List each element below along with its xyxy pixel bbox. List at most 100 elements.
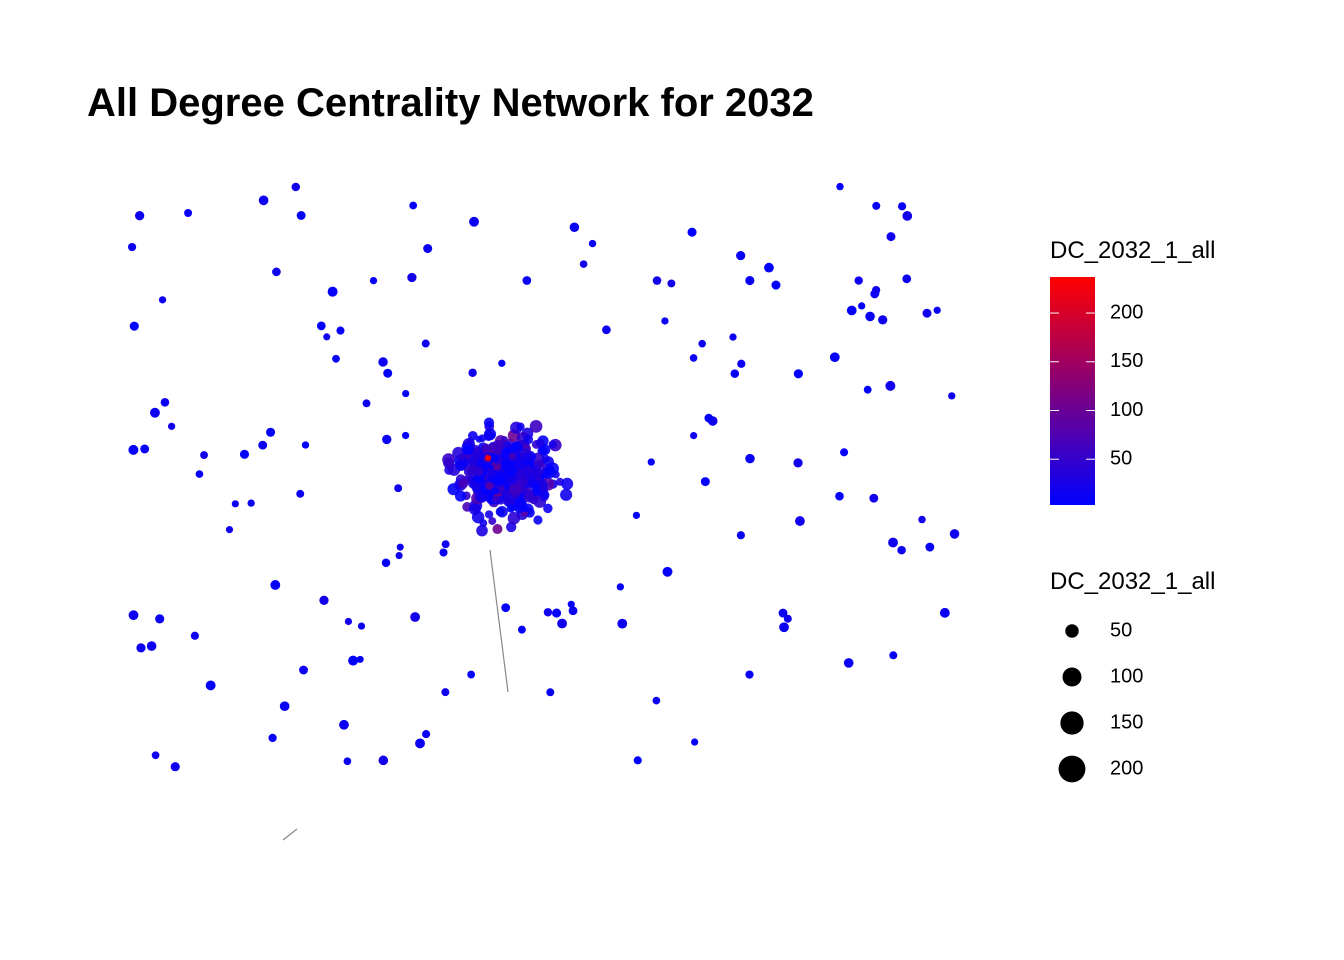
node xyxy=(381,558,391,568)
node xyxy=(863,385,872,394)
node xyxy=(486,474,496,484)
node xyxy=(561,477,574,490)
node xyxy=(485,455,491,461)
node xyxy=(421,339,430,348)
node xyxy=(745,275,755,286)
size-key-label: 100 xyxy=(1110,665,1143,687)
node xyxy=(160,398,170,407)
node xyxy=(569,222,580,233)
node xyxy=(468,368,477,377)
edge xyxy=(282,828,298,841)
node xyxy=(362,399,371,408)
node xyxy=(532,488,541,497)
node xyxy=(348,655,359,666)
node xyxy=(402,389,410,398)
node xyxy=(378,755,389,766)
node xyxy=(729,333,737,341)
node xyxy=(225,526,234,534)
node xyxy=(498,359,506,367)
node xyxy=(836,182,844,191)
node xyxy=(184,209,193,217)
node xyxy=(949,529,960,539)
node xyxy=(661,317,669,325)
node xyxy=(507,511,521,525)
node xyxy=(516,422,525,431)
node xyxy=(170,762,180,772)
node xyxy=(737,359,746,368)
node xyxy=(687,227,697,237)
node xyxy=(484,510,494,519)
node xyxy=(486,467,496,477)
node xyxy=(521,464,534,477)
node xyxy=(205,680,216,691)
node xyxy=(299,665,308,675)
node xyxy=(778,608,788,618)
node xyxy=(508,452,517,461)
node xyxy=(617,618,628,629)
node xyxy=(190,631,199,640)
colorbar-tick-label: 150 xyxy=(1110,350,1143,372)
node xyxy=(469,216,479,227)
node xyxy=(134,211,145,221)
edge xyxy=(489,549,509,693)
node xyxy=(704,413,714,423)
size-key-label: 200 xyxy=(1110,757,1143,779)
node xyxy=(541,454,550,463)
size-key-label: 150 xyxy=(1110,711,1143,733)
size-key xyxy=(1065,624,1079,638)
node xyxy=(401,431,410,440)
node xyxy=(865,311,875,322)
node xyxy=(336,326,345,335)
chart-title: All Degree Centrality Network for 2032 xyxy=(87,81,814,125)
node xyxy=(652,696,661,705)
colorbar-tick-label: 50 xyxy=(1110,447,1132,469)
node xyxy=(793,369,803,379)
node xyxy=(279,701,290,712)
node xyxy=(533,515,543,525)
node xyxy=(888,537,898,548)
node xyxy=(632,511,641,519)
size-key-label: 50 xyxy=(1110,619,1132,641)
node xyxy=(344,617,353,626)
node xyxy=(543,608,553,617)
node xyxy=(552,608,562,618)
node xyxy=(490,453,500,463)
node xyxy=(885,380,896,391)
colorbar-tick-label: 100 xyxy=(1110,399,1143,421)
node xyxy=(455,459,467,471)
node xyxy=(560,488,573,501)
node xyxy=(546,688,555,697)
colorbar-tick-label: 200 xyxy=(1110,301,1143,323)
node xyxy=(918,515,926,524)
node xyxy=(529,420,543,433)
node xyxy=(633,756,642,765)
node xyxy=(488,517,497,525)
node xyxy=(467,670,476,679)
node xyxy=(700,477,710,487)
node xyxy=(662,566,673,577)
node xyxy=(602,325,611,335)
node xyxy=(730,369,740,378)
node xyxy=(407,272,417,283)
node xyxy=(939,607,950,618)
node xyxy=(266,427,276,437)
node xyxy=(886,232,896,242)
node xyxy=(543,503,553,514)
node xyxy=(540,490,550,500)
node xyxy=(200,451,208,459)
node xyxy=(231,500,239,508)
node xyxy=(846,305,857,316)
node xyxy=(504,464,518,478)
node xyxy=(458,478,469,489)
node xyxy=(468,503,481,516)
color-legend-title: DC_2032_1_all xyxy=(1050,237,1215,264)
node xyxy=(296,211,306,220)
node xyxy=(476,524,488,537)
node xyxy=(452,446,465,460)
node xyxy=(522,276,532,285)
node xyxy=(764,262,774,273)
node xyxy=(548,440,557,449)
node xyxy=(698,339,707,348)
node xyxy=(902,274,912,284)
